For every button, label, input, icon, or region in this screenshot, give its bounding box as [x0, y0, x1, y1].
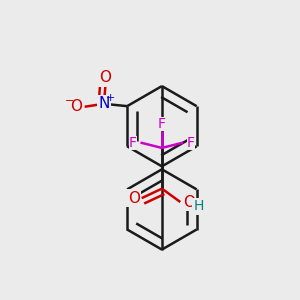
Text: F: F [158, 117, 166, 131]
Text: H: H [194, 200, 204, 214]
Text: O: O [99, 70, 111, 85]
Text: N: N [98, 96, 110, 111]
Text: O: O [183, 194, 195, 209]
Text: O: O [128, 191, 140, 206]
Text: O: O [70, 99, 82, 114]
Text: −: − [64, 96, 74, 106]
Text: F: F [129, 136, 137, 150]
Text: +: + [106, 93, 115, 103]
Text: F: F [187, 136, 195, 150]
